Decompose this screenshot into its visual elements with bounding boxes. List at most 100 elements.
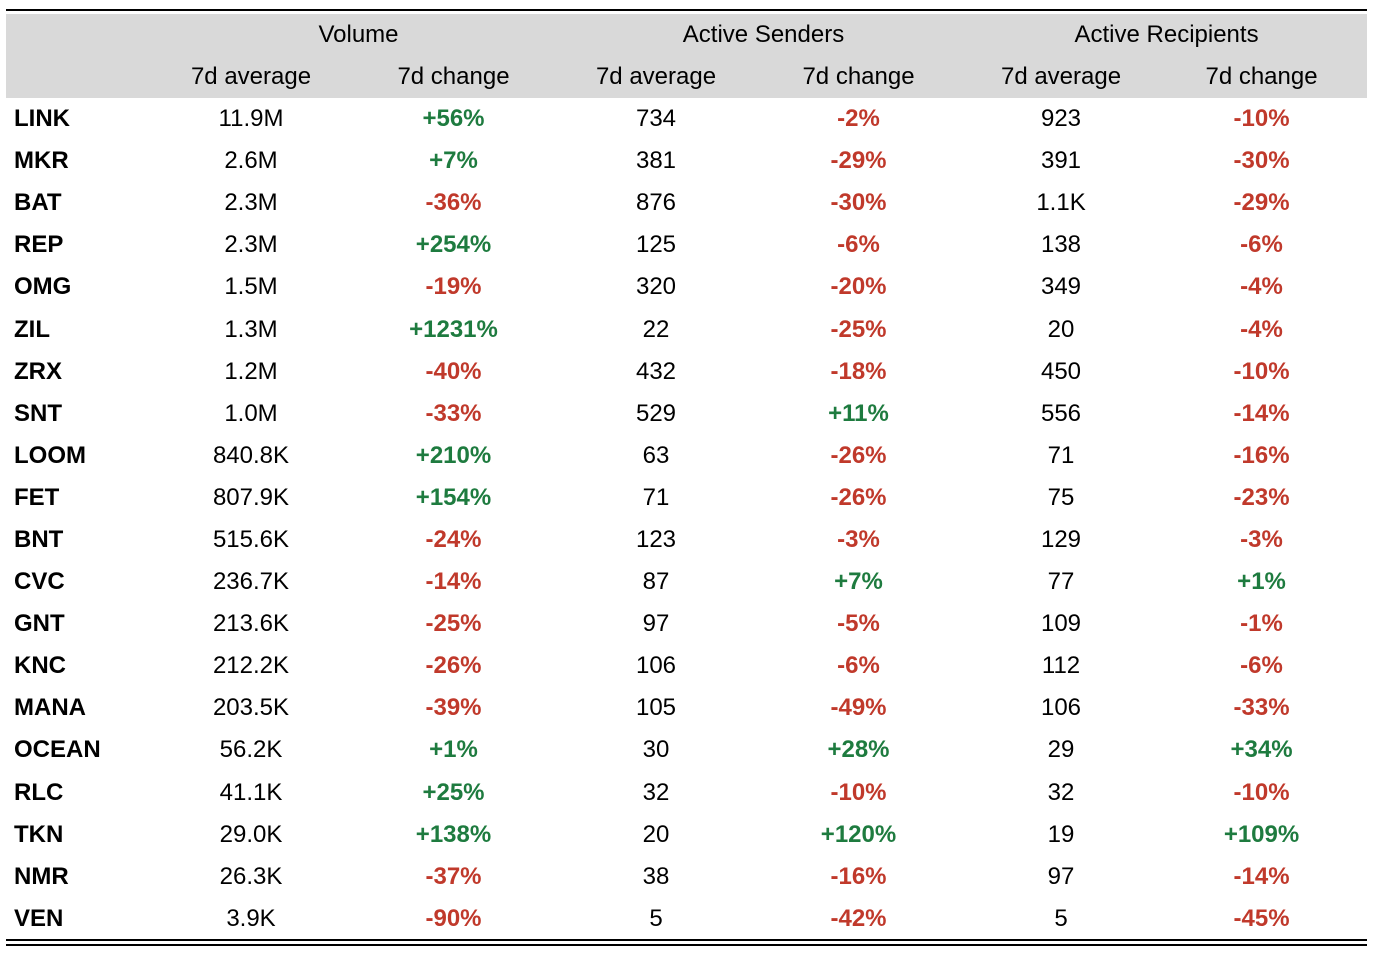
recipients-change: -30%	[1233, 147, 1290, 175]
table-row: TKN 29.0K +138% 20 +120% 19 +109%	[6, 814, 1367, 856]
token-symbol: OCEAN	[14, 736, 101, 764]
senders-average: 529	[635, 399, 677, 427]
recipients-change: -1%	[1240, 610, 1283, 638]
volume-change: +25%	[422, 778, 485, 806]
volume-change: -33%	[425, 399, 482, 427]
recipients-average: 5	[1054, 904, 1068, 932]
volume-average: 3.9K	[226, 904, 276, 932]
token-symbol: REP	[14, 231, 64, 259]
volume-change: -36%	[425, 189, 482, 217]
table-row: ZRX 1.2M -40% 432 -18% 450 -10%	[6, 351, 1367, 393]
senders-change: +7%	[834, 568, 883, 596]
token-symbol: LOOM	[14, 441, 86, 469]
header-group-row: Volume Active Senders Active Recipients	[6, 14, 1367, 56]
table-body: LINK 11.9M +56% 734 -2% 923 -10% MKR 2.6M +7% 381 -…	[6, 98, 1367, 940]
header-senders-change: 7d change	[802, 63, 915, 90]
senders-change: -2%	[837, 105, 880, 133]
recipients-average: 923	[1040, 105, 1082, 133]
recipients-average: 75	[1047, 483, 1075, 511]
recipients-change: -29%	[1233, 189, 1290, 217]
token-symbol: OMG	[14, 273, 72, 301]
header-token-spacer	[6, 14, 156, 56]
volume-average: 213.6K	[212, 610, 290, 638]
header-recipients-change: 7d change	[1205, 63, 1318, 90]
senders-average: 106	[635, 652, 677, 680]
recipients-average: 1.1K	[1036, 189, 1086, 217]
volume-change: -19%	[425, 273, 482, 301]
volume-change: +1%	[429, 736, 478, 764]
recipients-change: -10%	[1233, 105, 1290, 133]
token-symbol: TKN	[14, 820, 64, 848]
header-recipients-average: 7d average	[1000, 63, 1122, 90]
table-row: MANA 203.5K -39% 105 -49% 106 -33%	[6, 687, 1367, 729]
volume-average: 515.6K	[212, 525, 290, 553]
senders-average: 22	[642, 315, 670, 343]
token-symbol: CVC	[14, 568, 65, 596]
token-symbol: BAT	[14, 189, 62, 217]
table-row: BAT 2.3M -36% 876 -30% 1.1K -29%	[6, 182, 1367, 224]
senders-average: 432	[635, 357, 677, 385]
recipients-average: 109	[1040, 610, 1082, 638]
recipients-average: 450	[1040, 357, 1082, 385]
header-group-active-senders: Active Senders	[682, 21, 845, 48]
volume-change: -39%	[425, 694, 482, 722]
table-row: REP 2.3M +254% 125 -6% 138 -6%	[6, 224, 1367, 266]
volume-average: 840.8K	[212, 441, 290, 469]
token-symbol: ZIL	[14, 315, 50, 343]
header-group-active-recipients: Active Recipients	[1074, 21, 1259, 48]
recipients-average: 77	[1047, 568, 1075, 596]
volume-average: 212.2K	[212, 652, 290, 680]
table-row: MKR 2.6M +7% 381 -29% 391 -30%	[6, 140, 1367, 182]
recipients-change: -33%	[1233, 694, 1290, 722]
table-row: NMR 26.3K -37% 38 -16% 97 -14%	[6, 856, 1367, 898]
recipients-average: 138	[1040, 231, 1082, 259]
volume-change: +56%	[422, 105, 485, 133]
table-row: KNC 212.2K -26% 106 -6% 112 -6%	[6, 645, 1367, 687]
token-symbol: GNT	[14, 610, 65, 638]
senders-change: +28%	[827, 736, 890, 764]
senders-average: 381	[635, 147, 677, 175]
senders-change: -49%	[830, 694, 887, 722]
volume-average: 807.9K	[212, 483, 290, 511]
senders-average: 32	[642, 778, 670, 806]
recipients-change: -14%	[1233, 862, 1290, 890]
volume-change: -40%	[425, 357, 482, 385]
senders-change: -20%	[830, 273, 887, 301]
volume-change: -37%	[425, 862, 482, 890]
token-symbol: NMR	[14, 862, 69, 890]
recipients-average: 129	[1040, 525, 1082, 553]
senders-average: 320	[635, 273, 677, 301]
table-row: LOOM 840.8K +210% 63 -26% 71 -16%	[6, 435, 1367, 477]
volume-average: 2.3M	[224, 231, 278, 259]
senders-change: -26%	[830, 483, 887, 511]
volume-average: 26.3K	[219, 862, 283, 890]
recipients-change: -16%	[1233, 441, 1290, 469]
token-symbol: MKR	[14, 147, 69, 175]
recipients-change: -4%	[1240, 273, 1283, 301]
top-rule	[6, 9, 1367, 11]
senders-change: -29%	[830, 147, 887, 175]
recipients-change: -10%	[1233, 778, 1290, 806]
recipients-average: 19	[1047, 820, 1075, 848]
recipients-change: -23%	[1233, 483, 1290, 511]
senders-change: -30%	[830, 189, 887, 217]
header-background	[6, 14, 1367, 98]
volume-change: +138%	[415, 820, 492, 848]
header-volume-change: 7d change	[397, 63, 510, 90]
senders-change: -10%	[830, 778, 887, 806]
recipients-change: -10%	[1233, 357, 1290, 385]
volume-change: -26%	[425, 652, 482, 680]
senders-change: -42%	[830, 904, 887, 932]
volume-change: -90%	[425, 904, 482, 932]
token-symbol: BNT	[14, 525, 64, 553]
recipients-change: -3%	[1240, 525, 1283, 553]
header-group-volume: Volume	[318, 21, 399, 48]
recipients-average: 349	[1040, 273, 1082, 301]
table-row: FET 807.9K +154% 71 -26% 75 -23%	[6, 477, 1367, 519]
senders-average: 71	[642, 483, 670, 511]
volume-average: 236.7K	[212, 568, 290, 596]
token-symbol: LINK	[14, 105, 70, 133]
senders-average: 38	[642, 862, 670, 890]
senders-change: -5%	[837, 610, 880, 638]
recipients-change: -45%	[1233, 904, 1290, 932]
